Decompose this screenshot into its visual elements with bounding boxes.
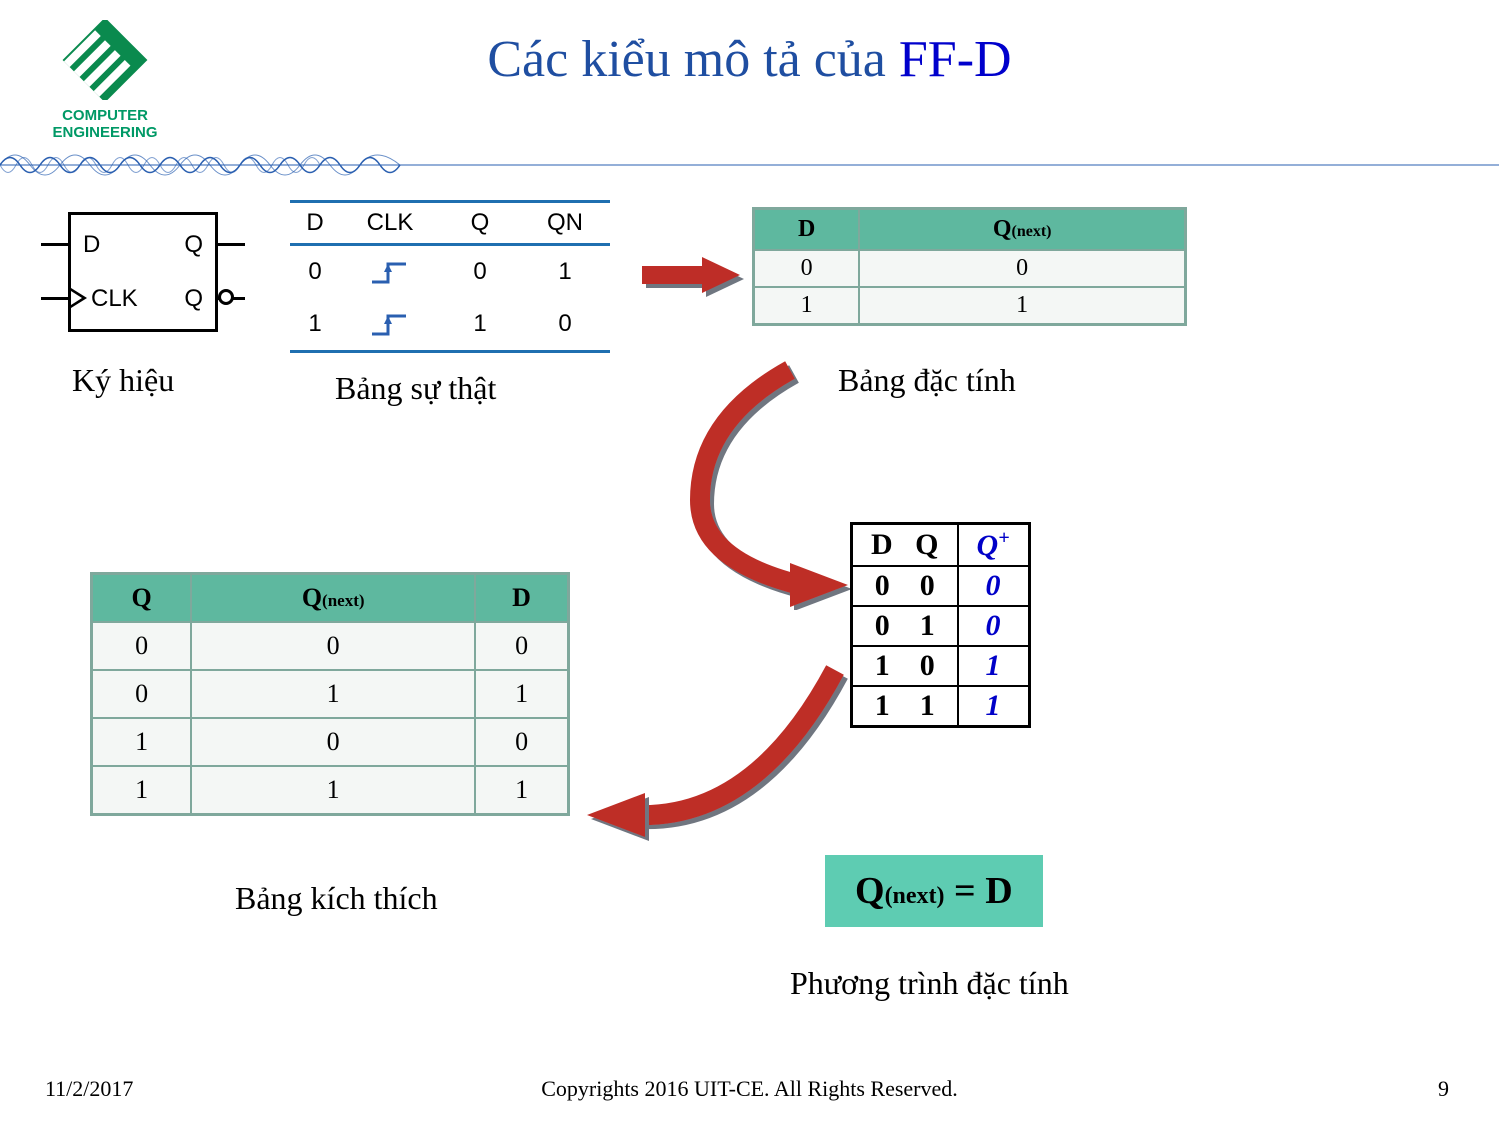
exc-head-q: Q: [92, 574, 192, 623]
state-cell: 0 0: [852, 566, 958, 606]
state-head-qplus: Q+: [958, 524, 1030, 567]
exc-cell: 1: [475, 766, 568, 815]
curved-arrow-icon: [650, 350, 870, 610]
exc-cell: 1: [475, 670, 568, 718]
truth-table: D CLK Q QN 0 0 1 1 1 0: [290, 200, 610, 353]
symbol-d-label: D: [83, 231, 100, 259]
exc-table-caption: Bảng kích thích: [235, 880, 438, 917]
characteristic-table: D Q(next) 00 11: [752, 207, 1187, 326]
exc-cell: 0: [475, 718, 568, 766]
symbol-q-label: Q: [184, 231, 203, 259]
wave-divider: [0, 145, 1499, 185]
title-part2: FF-D: [899, 31, 1012, 88]
char-cell: 1: [859, 287, 1185, 325]
truth-head-clk: CLK: [340, 209, 440, 237]
char-cell: 1: [754, 287, 860, 325]
footer-page-number: 9: [1438, 1076, 1449, 1102]
state-cell: 1: [958, 686, 1030, 727]
char-cell: 0: [754, 250, 860, 287]
truth-table-caption: Bảng sự thật: [335, 370, 496, 407]
truth-cell: 1: [440, 310, 520, 338]
exc-cell: 1: [191, 766, 475, 815]
state-cell: 0 1: [852, 606, 958, 646]
exc-head-qnext: Q(next): [191, 574, 475, 623]
exc-cell: 1: [191, 670, 475, 718]
char-head-d: D: [754, 209, 860, 251]
arrow-straight-icon: [640, 250, 750, 300]
equation-caption: Phương trình đặc tính: [790, 965, 1069, 1002]
truth-cell: 1: [520, 258, 610, 286]
footer-copyright: Copyrights 2016 UIT-CE. All Rights Reser…: [0, 1076, 1499, 1102]
state-cell: 1 0: [852, 646, 958, 686]
slide-title: Các kiểu mô tả của FF-D: [0, 30, 1499, 89]
symbol-caption: Ký hiệu: [72, 362, 174, 399]
truth-cell: 0: [290, 258, 340, 286]
exc-cell: 0: [92, 670, 192, 718]
exc-cell: 0: [475, 622, 568, 670]
char-head-qnext: Q(next): [859, 209, 1185, 251]
symbol-qn-label: Q: [184, 285, 203, 313]
exc-head-d: D: [475, 574, 568, 623]
truth-head-d: D: [290, 209, 340, 237]
state-cell: 1: [958, 646, 1030, 686]
symbol-clk-label: CLK: [91, 285, 138, 313]
exc-cell: 0: [191, 718, 475, 766]
characteristic-equation: Q(next) = D: [825, 855, 1043, 927]
state-head-dq: D Q: [852, 524, 958, 567]
exc-cell: 0: [92, 622, 192, 670]
truth-cell: 0: [520, 310, 610, 338]
excitation-table: Q Q(next) D 000 011 100 111: [90, 572, 570, 816]
state-cell: 0: [958, 566, 1030, 606]
state-cell: 0: [958, 606, 1030, 646]
exc-cell: 0: [191, 622, 475, 670]
state-table: D Q Q+ 0 0 0 0 1 0 1 0 1 1 1 1: [850, 522, 1031, 728]
rising-edge-icon: [340, 258, 440, 286]
truth-cell: 1: [290, 310, 340, 338]
exc-cell: 1: [92, 766, 192, 815]
logo-text: COMPUTER ENGINEERING: [15, 107, 195, 141]
title-part1: Các kiểu mô tả của: [487, 31, 899, 88]
truth-head-q: Q: [440, 209, 520, 237]
rising-edge-icon: [340, 310, 440, 338]
curved-arrow-icon: [575, 640, 855, 860]
flipflop-symbol: D Q CLK Q: [68, 212, 218, 332]
state-cell: 1 1: [852, 686, 958, 727]
char-cell: 0: [859, 250, 1185, 287]
exc-cell: 1: [92, 718, 192, 766]
truth-head-qn: QN: [520, 209, 610, 237]
truth-cell: 0: [440, 258, 520, 286]
